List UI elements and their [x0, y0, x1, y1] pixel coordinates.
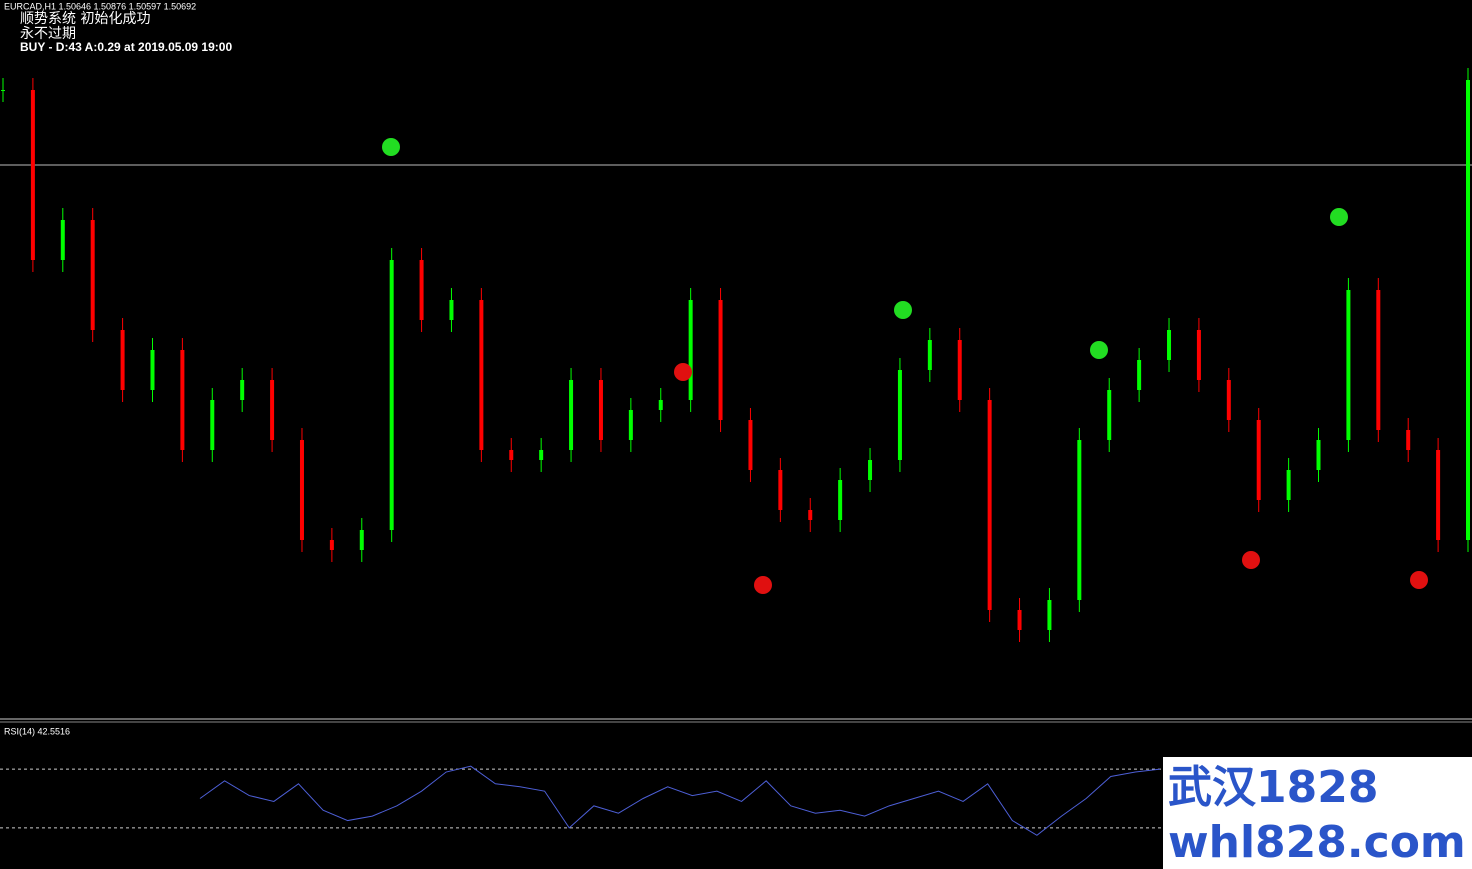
candle-body — [329, 540, 334, 550]
candle-body — [389, 260, 394, 530]
candle-body — [1137, 360, 1142, 390]
candle-body — [1406, 430, 1411, 450]
candle-body — [180, 350, 185, 450]
price-panel — [0, 68, 1472, 642]
watermark-name: 武汉1828 — [1168, 762, 1378, 813]
candle-body — [838, 480, 843, 520]
candle-body — [778, 470, 783, 510]
candle-body — [90, 220, 95, 330]
candle-body — [120, 330, 125, 390]
candle-body — [30, 90, 35, 260]
candle-body — [569, 380, 574, 450]
candle-body — [1466, 80, 1470, 540]
candle-body — [1436, 450, 1441, 540]
candle-body — [419, 260, 424, 320]
candle-body — [987, 400, 992, 610]
candle-body — [359, 530, 364, 550]
candle-body — [927, 340, 932, 370]
candle-body — [1107, 390, 1112, 440]
candle-body — [1346, 290, 1351, 440]
rsi-line — [199, 765, 1161, 836]
candle-body — [748, 420, 753, 470]
candle-body — [1077, 440, 1082, 600]
candle-body — [1196, 330, 1201, 380]
signal-text: BUY - D:43 A:0.29 at 2019.05.09 19:00 — [20, 40, 232, 54]
candle-body — [1, 90, 5, 91]
candle-body — [658, 400, 663, 410]
license: 永不过期 — [20, 26, 76, 42]
candle-body — [1226, 380, 1231, 420]
candle-body — [1286, 470, 1291, 500]
candle-body — [957, 340, 962, 400]
candle-body — [299, 440, 304, 540]
candle-body — [210, 400, 215, 450]
candle-body — [1316, 440, 1321, 470]
candle-body — [479, 300, 484, 450]
candle-body — [1017, 610, 1022, 630]
candle-body — [449, 300, 454, 320]
candle-body — [1376, 290, 1381, 430]
candle-body — [628, 410, 633, 440]
candle-body — [718, 300, 723, 420]
candle-body — [598, 380, 603, 440]
candle-body — [150, 350, 155, 390]
candle-body — [897, 370, 902, 460]
watermark-site: whl828.com — [1168, 817, 1466, 868]
system-status: 顺势系统 初始化成功 — [20, 10, 150, 27]
candle-body — [509, 450, 514, 460]
candle-body — [1047, 600, 1052, 630]
watermark-box — [1163, 757, 1472, 869]
candle-body — [539, 450, 544, 460]
symbol-line: EURCAD,H1 1.50646 1.50876 1.50597 1.5069… — [4, 1, 196, 11]
candle-body — [1256, 420, 1261, 500]
signal-icons — [382, 138, 1428, 594]
candle-body — [688, 300, 693, 400]
candle-body — [808, 510, 813, 520]
candle-body — [60, 220, 65, 260]
candle-body — [270, 380, 275, 440]
candle-body — [868, 460, 873, 480]
rsi-title: RSI(14) 42.5516 — [4, 726, 70, 736]
candle-body — [240, 380, 245, 400]
candle-body — [1167, 330, 1172, 360]
